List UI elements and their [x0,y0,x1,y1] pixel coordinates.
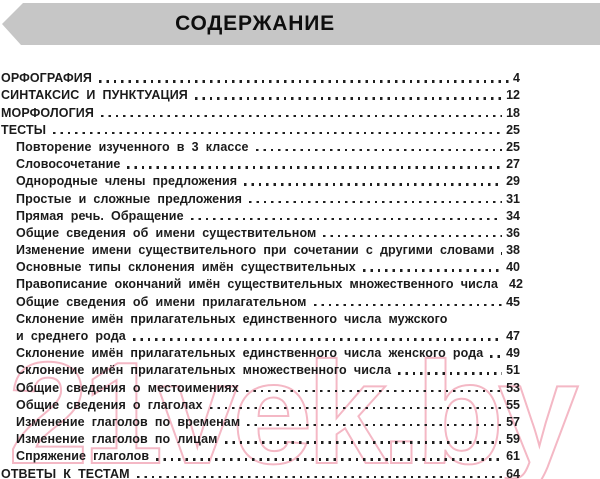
entry-page: 45 [506,294,520,309]
toc-row: Склонение имён прилагательных множествен… [1,360,520,377]
dotted-leader [132,338,503,341]
toc-row: СИНТАКСИС И ПУНКТУАЦИЯ 12 [1,85,520,102]
dotted-leader [313,303,503,307]
entry-label: Повторение изученного в 3 классе [16,139,249,154]
entry-label: Спряжение глаголов [16,449,150,464]
toc-row: Склонение имён прилагательных единственн… [1,309,520,326]
dotted-leader [245,389,503,393]
entry-label: МОРФОЛОГИЯ [1,105,94,120]
entry-page: 34 [506,208,520,223]
toc-row: МОРФОЛОГИЯ 18 [1,102,520,120]
entry-page: 12 [506,88,520,103]
entry-page: 25 [506,139,520,154]
toc-row: Однородные члены предложения 29 [1,171,520,188]
toc-row: Простые и сложные предложения 31 [1,188,520,206]
entry-label: Правописание окончаний имён существитель… [16,277,498,292]
entry-label: Склонение имён прилагательных множествен… [16,363,392,378]
toc-row: Общие сведения о глаголах 55 [1,395,520,412]
entry-label: Однородные члены предложения [16,174,238,189]
toc-row: Изменение глаголов по временам 57 [1,412,520,429]
entry-page: 42 [509,277,523,292]
entry-label: Склонение имён прилагательных единственн… [16,311,448,326]
dotted-leader [127,166,503,169]
entry-page: 25 [506,122,520,137]
entry-page: 36 [506,225,520,240]
entry-page: 31 [506,191,520,206]
entry-label: Прямая речь. Обращение [16,208,184,223]
toc-row: ТЕСТЫ 25 [1,120,520,137]
entry-label: Общие сведения об имени существительном [16,225,317,240]
toc-row: Основные типы склонения имён существител… [1,257,520,274]
entry-page: 49 [506,346,520,361]
toc-row: Общие сведения о местоимениях 53 [1,377,520,395]
page-title: СОДЕРЖАНИЕ [175,12,335,35]
toc-row: Изменение имени существительного при соч… [1,240,520,257]
dotted-leader [224,441,503,444]
entry-page: 61 [506,449,520,464]
entry-page: 64 [506,466,520,479]
entry-page: 57 [506,414,520,429]
entry-label: СИНТАКСИС И ПУНКТУАЦИЯ [1,88,188,103]
entry-page: 40 [506,260,520,275]
entry-page: 29 [506,174,520,189]
dotted-leader [249,200,503,203]
dotted-leader [398,372,503,375]
toc-list: ОРФОГРАФИЯ 4 СИНТАКСИС И ПУНКТУАЦИЯ 12 М… [1,68,523,479]
entry-page: 59 [506,432,520,447]
toc-row: ОРФОГРАФИЯ 4 [1,68,520,85]
toc-row: Спряжение глаголов 61 [1,446,520,463]
entry-label: Словосочетание [16,157,121,172]
entry-label: Простые и сложные предложения [16,191,243,206]
entry-label: Общие сведения о местоимениях [16,380,239,395]
dotted-leader [501,252,503,255]
toc-row: ОТВЕТЫ К ТЕСТАМ 64 [1,463,520,479]
entry-label: Склонение имён прилагательных единственн… [16,346,484,361]
dotted-leader [490,355,503,358]
dotted-leader [255,149,503,152]
entry-label: ОТВЕТЫ К ТЕСТАМ [1,466,130,479]
dotted-leader [209,406,503,410]
toc-row: Общие сведения об имени прилагательном 4… [1,291,520,309]
entry-label: ТЕСТЫ [1,122,47,137]
toc-row: Изменение глаголов по лицам 59 [1,429,520,446]
toc-row: Правописание окончаний имён существитель… [1,274,523,292]
dotted-leader [362,269,503,272]
toc-row: Прямая речь. Обращение 34 [1,206,520,223]
toc-row: и среднего рода 47 [1,326,520,343]
entry-page: 27 [506,157,520,172]
entry-page: 38 [506,243,520,258]
entry-label: Изменение глаголов по лицам [16,432,218,447]
entry-page: 47 [506,329,520,343]
dotted-leader [194,97,503,100]
dotted-leader [323,234,503,238]
dotted-leader [247,424,503,427]
dotted-leader [190,217,503,221]
entry-page: 53 [506,380,520,395]
entry-label: Изменение имени существительного при соч… [16,243,495,258]
entry-page: 55 [506,397,520,412]
dotted-leader [98,80,510,83]
entry-label: Общие сведения о глаголах [16,397,203,412]
entry-page: 18 [506,105,520,120]
entry-page: 51 [506,363,520,378]
entry-label: ОРФОГРАФИЯ [1,71,92,86]
entry-label: Основные типы склонения имён существител… [16,260,356,275]
entry-label: и среднего рода [16,329,126,343]
toc-row: Общие сведения об имени существительном … [1,223,520,240]
toc-row: Склонение имён прилагательных единственн… [1,343,520,360]
dotted-leader [244,183,503,186]
toc-row: Повторение изученного в 3 классе 25 [1,137,520,154]
header-banner: СОДЕРЖАНИЕ [2,3,600,45]
entry-page: 4 [513,71,520,86]
toc-row: Словосочетание 27 [1,154,520,171]
dotted-leader [156,458,503,461]
entry-label: Изменение глаголов по временам [16,414,241,429]
dotted-leader [136,475,503,478]
dotted-leader [53,131,503,135]
entry-label: Общие сведения об имени прилагательном [16,294,307,309]
dotted-leader [100,114,503,118]
